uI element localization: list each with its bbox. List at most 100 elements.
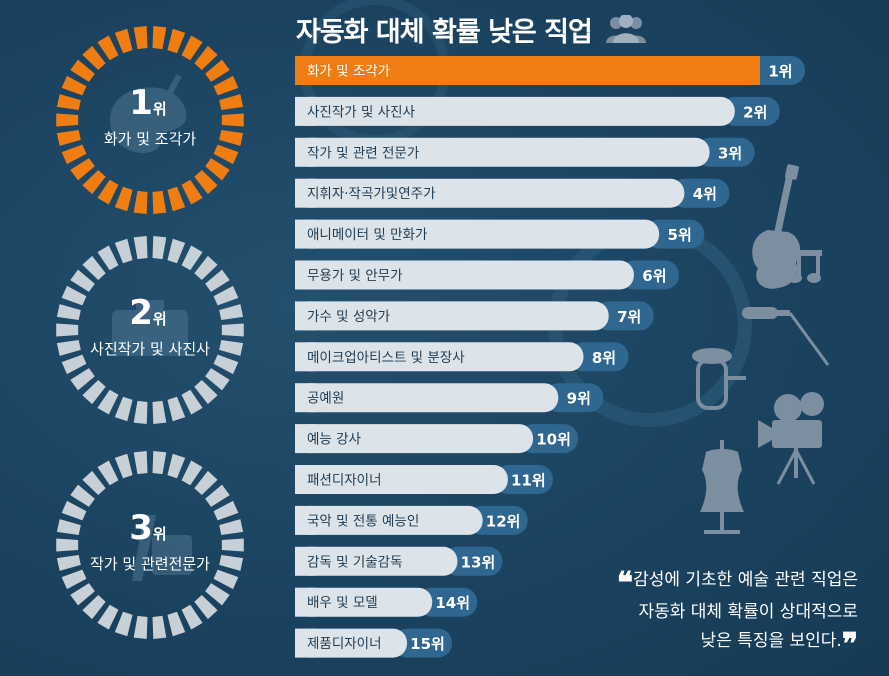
category-label: 무용가 및 안무가: [307, 268, 403, 284]
rank-label: 13위: [461, 553, 496, 571]
ring-segment: [181, 604, 203, 630]
ring-segment: [56, 323, 79, 337]
ring-segment: [221, 323, 244, 337]
rank-label: 1위: [768, 63, 792, 81]
rank-tab: [443, 546, 503, 576]
microphone-icon: [742, 307, 830, 366]
rank-tab: [519, 424, 579, 454]
ring-segment: [194, 170, 218, 195]
bar: [295, 505, 483, 535]
bar: [295, 628, 407, 658]
ring-segment: [194, 255, 218, 280]
ring-segment: [70, 269, 95, 292]
bar: [295, 383, 559, 413]
bar-left-edge: [295, 219, 315, 249]
ring-segment: [219, 555, 244, 571]
ring-segment: [61, 500, 87, 521]
rank-tab: [695, 137, 755, 167]
ring-segment: [213, 354, 239, 375]
ring-segment: [152, 451, 167, 475]
ring-segment: [205, 368, 230, 391]
bar: [295, 546, 458, 576]
bar: [295, 178, 685, 208]
category-label: 공예원: [307, 391, 344, 407]
page-title-text: 자동화 대체 확률 낮은 직업: [296, 17, 593, 48]
ring-segment: [219, 304, 244, 320]
ring-segment: [61, 75, 87, 96]
ring-segment: [152, 400, 167, 424]
ring-segment: [221, 538, 244, 552]
rank-tab: [645, 219, 705, 249]
quote-block: ❝감성에 기초한 예술 관련 직업은 자동화 대체 확률이 상대적으로 낮은 특…: [558, 566, 859, 660]
film-camera-icon: [758, 392, 824, 485]
ring-segment: [181, 35, 203, 61]
ring-segment: [133, 236, 148, 260]
rank-tab: [619, 260, 679, 290]
rank-tab: [418, 587, 478, 617]
bar-row: 패션디자이너 11위: [295, 465, 553, 494]
ring-segment: [205, 158, 230, 181]
bar-row: 화가 및 조각가 1위: [295, 56, 805, 85]
rank-tab: [393, 628, 452, 658]
category-label: 감독 및 기술감독: [307, 554, 403, 570]
badge-rank: 2위: [129, 293, 166, 333]
bar: [295, 137, 710, 167]
rank-label: 2위: [743, 103, 767, 121]
rank-label: 3위: [718, 144, 742, 162]
guitar-icon: [752, 164, 801, 289]
bar: [295, 424, 534, 454]
bar-row: 메이크업아티스트 및 분장사 8위: [295, 342, 629, 372]
bar-left-edge: [295, 424, 315, 454]
ring-segment: [205, 59, 230, 82]
ring-segment: [194, 380, 218, 405]
page-title: 자동화 대체 확률 낮은 직업: [296, 10, 648, 49]
ring-segment: [167, 453, 186, 479]
ring-segment: [221, 113, 244, 127]
bar-left-edge: [295, 137, 315, 167]
ring-segment: [56, 304, 81, 320]
rank-label: 11위: [511, 472, 546, 490]
ring-segment: [194, 470, 218, 495]
ring-segment: [97, 460, 119, 486]
category-label: 지휘자·작곡가및연주가: [307, 186, 436, 202]
category-label: 배우 및 모델: [307, 595, 378, 611]
ring-segment: [97, 245, 119, 271]
bar: [295, 219, 660, 249]
bar-row: 가수 및 성악가 7위: [295, 301, 654, 331]
rank-label: 8위: [592, 349, 616, 367]
rank-tab: [746, 56, 805, 85]
bar-row: 사진작가 및 사진사 2위: [295, 96, 780, 126]
ring-segment: [61, 354, 87, 375]
quote-line-3: 낮은 특징을 보인다.❞: [558, 627, 859, 660]
category-label: 사진작가 및 사진사: [307, 104, 416, 120]
bar: [295, 342, 584, 372]
ring-segment: [56, 555, 81, 571]
ring-segment: [194, 45, 218, 70]
bar-row: 예능 강사 10위: [295, 424, 579, 454]
bar-row: 제품디자이너 15위: [295, 628, 452, 658]
ring-segment: [167, 396, 186, 422]
ring-segment: [219, 340, 244, 356]
ring-segment: [205, 484, 230, 507]
ring-segment: [219, 130, 244, 146]
rank-label: 15위: [410, 635, 445, 653]
bar-left-edge: [295, 178, 315, 208]
category-label: 화가 및 조각가: [307, 64, 390, 80]
ring-segment: [70, 158, 95, 181]
ring-segment: [205, 269, 230, 292]
ring-segment: [56, 94, 81, 110]
category-label: 패션디자이너: [307, 473, 382, 489]
ring-segment: [213, 569, 239, 590]
ring-segment: [152, 190, 167, 214]
ring-segment: [133, 190, 148, 214]
category-label: 가수 및 성악가: [307, 309, 390, 325]
ring-segment: [213, 500, 239, 521]
bar: [295, 56, 760, 85]
ring-segment: [114, 453, 133, 479]
tuba-icon: [692, 348, 746, 410]
ring-segment: [56, 130, 81, 146]
ring-segment: [152, 26, 167, 50]
